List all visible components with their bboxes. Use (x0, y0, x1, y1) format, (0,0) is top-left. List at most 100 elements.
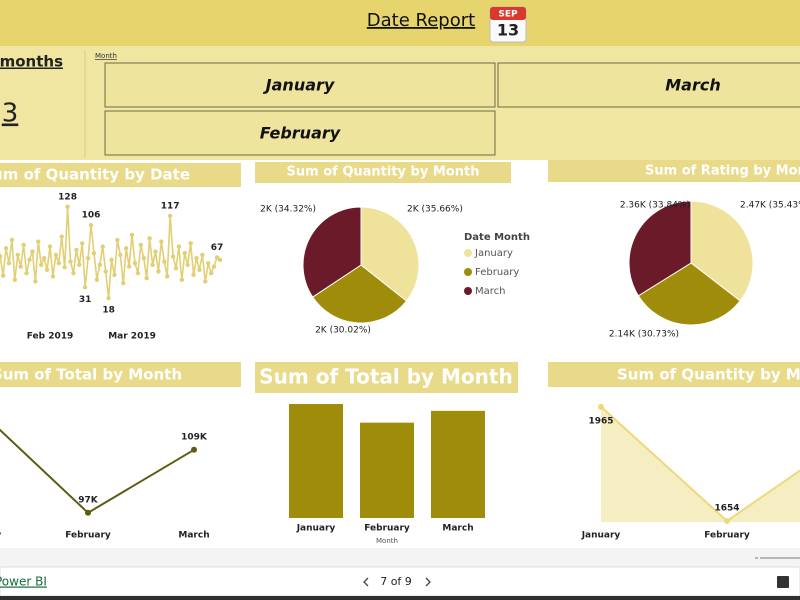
data-point (0, 254, 3, 259)
slicer-option[interactable]: March (497, 62, 800, 108)
scroll-strip (0, 548, 800, 567)
legend-swatch (464, 287, 472, 295)
x-tick-label: January (0, 531, 1, 541)
data-point (206, 261, 211, 266)
bar (431, 410, 485, 518)
data-point (129, 232, 135, 238)
footer-link[interactable]: Power BI (0, 575, 47, 589)
data-point (132, 261, 138, 266)
x-tick-label: February (704, 531, 750, 541)
x-tick-label: February (364, 524, 410, 534)
data-point (185, 262, 190, 268)
card-label: Count of months (0, 53, 63, 71)
data-label: 2K (35.66%) (407, 205, 463, 215)
data-point (165, 274, 170, 279)
data-point (97, 262, 103, 268)
chart-line: Sum of Quantity by Date 128 31 106 18 117 67 Fe… (0, 163, 241, 342)
legend-title: Date Month (464, 232, 530, 243)
data-label: 106 (82, 211, 101, 221)
bottom-edge (0, 596, 800, 600)
data-point (94, 277, 100, 282)
data-point (197, 267, 202, 273)
data-point (109, 257, 114, 263)
data-label: 31 (79, 295, 92, 305)
data-point (9, 237, 15, 243)
data-point (203, 279, 208, 284)
footer (0, 566, 800, 597)
data-point (85, 256, 91, 261)
slicer-label[interactable]: February (260, 124, 341, 143)
data-point (153, 249, 158, 254)
data-point (74, 247, 79, 253)
data-label: 128 (58, 192, 77, 202)
x-tick-label: Feb 2019 (27, 332, 74, 342)
data-point (170, 254, 176, 259)
data-point (147, 236, 152, 241)
x-axis-title: Month (376, 537, 398, 545)
data-point (91, 251, 97, 256)
chart-title-bar (255, 162, 511, 183)
prev-page[interactable] (363, 577, 369, 587)
x-tick-label: March (442, 524, 473, 534)
data-point (39, 262, 44, 268)
line-series (0, 206, 221, 299)
data-label: 97K (78, 495, 99, 505)
slicer-button[interactable] (104, 110, 496, 156)
data-point (194, 256, 199, 261)
report-title: Date Report (367, 10, 475, 31)
data-point (126, 264, 132, 269)
data-point (173, 265, 179, 271)
header-bar (0, 0, 800, 46)
area-fill (601, 406, 800, 522)
data-point (59, 234, 64, 239)
data-label: 1965 (588, 416, 613, 426)
pie-slice (628, 200, 692, 297)
data-point (176, 244, 182, 249)
data-point (85, 509, 91, 516)
data-point (62, 265, 67, 270)
slicer-option[interactable]: January (104, 62, 496, 108)
data-point (100, 244, 105, 249)
data-point (0, 273, 6, 278)
data-label: 109K (181, 432, 208, 442)
data-point (598, 403, 604, 410)
data-label: 2K (34.32%) (260, 205, 316, 215)
data-point (112, 272, 117, 278)
data-label: 2.36K (33.84%) (620, 201, 690, 211)
data-point (179, 277, 185, 282)
data-point (106, 295, 111, 301)
data-point (135, 270, 141, 276)
data-point (103, 269, 108, 274)
chart-line: Sum of Total by Month 97K 109K January Febru… (0, 362, 241, 541)
data-point (80, 241, 85, 246)
slicer-button[interactable] (104, 62, 496, 108)
slicer-label[interactable]: March (665, 76, 720, 95)
slicer-label[interactable]: January (263, 76, 335, 95)
bar (360, 422, 414, 518)
chart-title-bar (0, 163, 241, 187)
data-point (121, 280, 126, 286)
share-icon[interactable] (777, 576, 789, 588)
data-point (191, 272, 196, 278)
chart-pie: Sum of Rating by Month 2.47K (35.43%) 2.14… (548, 160, 800, 340)
x-tick-label: January (581, 531, 621, 541)
data-point (214, 255, 220, 260)
chart-title: Sum of Total by Month (0, 366, 182, 384)
slicer-button[interactable] (497, 62, 800, 108)
next-page[interactable] (425, 577, 431, 587)
data-point (44, 267, 50, 273)
data-point (65, 204, 70, 209)
data-label: 117 (161, 201, 180, 211)
data-point (191, 446, 197, 453)
data-point (123, 246, 129, 251)
chart-title-bar (255, 362, 518, 393)
data-label: 67 (211, 243, 224, 253)
data-point (18, 264, 23, 269)
data-point (30, 249, 35, 254)
data-point (162, 259, 167, 264)
card-value: 3 (2, 99, 19, 129)
slicer-option[interactable]: February (104, 110, 496, 156)
calendar-icon: SEP 13 (489, 6, 527, 43)
data-point (182, 251, 187, 256)
chart-title: Sum of Quantity by Date (0, 166, 190, 184)
